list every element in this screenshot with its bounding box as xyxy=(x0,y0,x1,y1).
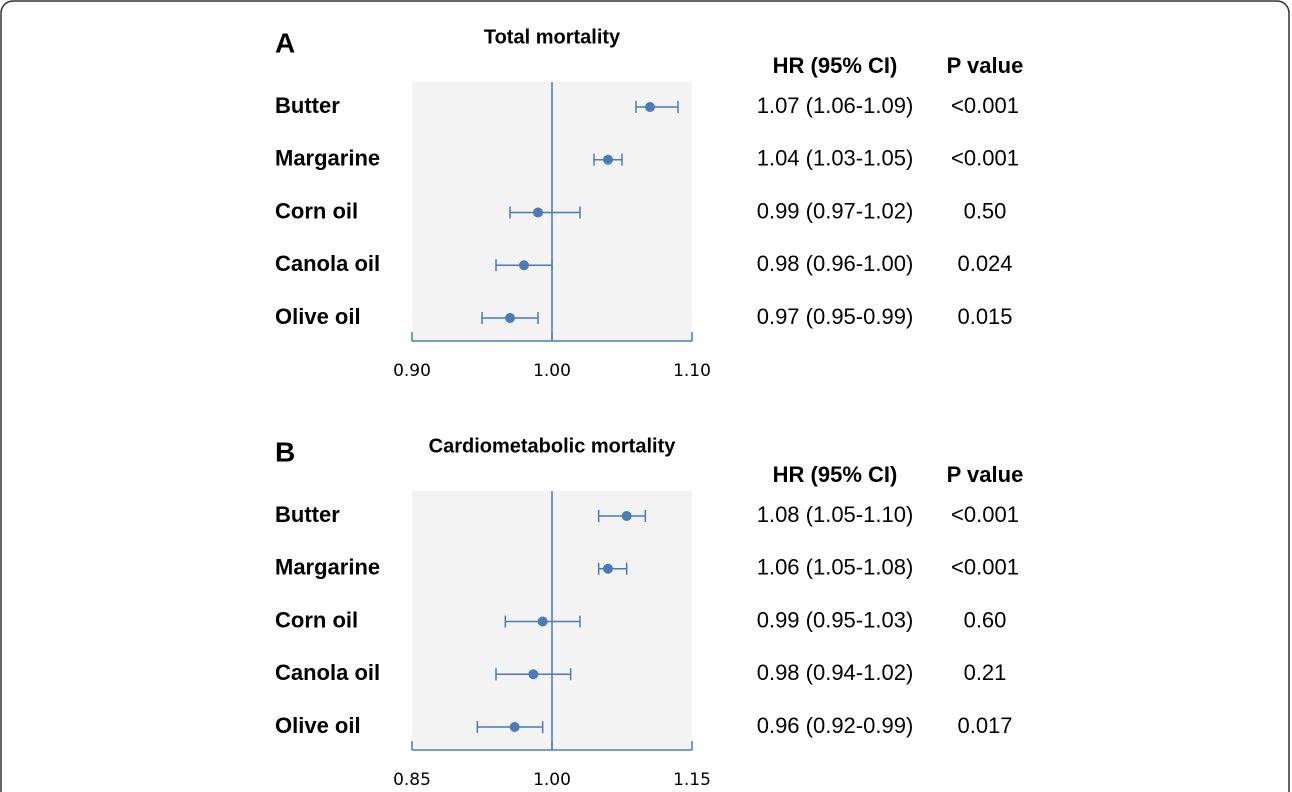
panel-letter: A xyxy=(275,27,295,58)
point xyxy=(528,669,539,680)
p-value: <0.001 xyxy=(951,93,1019,118)
point xyxy=(537,616,548,627)
panel-title: Cardiometabolic mortality xyxy=(429,435,677,457)
p-value: 0.017 xyxy=(957,713,1012,738)
column-header: P value xyxy=(947,53,1024,78)
point xyxy=(533,207,543,218)
x-tick-label: 1.15 xyxy=(673,770,711,790)
point xyxy=(505,313,515,323)
category-label: Butter xyxy=(275,93,340,118)
hr-label: 0.96 (0.92-0.99) xyxy=(757,713,914,738)
point xyxy=(621,511,632,521)
p-value: 0.60 xyxy=(964,607,1007,632)
hr-label: 1.06 (1.05-1.08) xyxy=(757,555,914,580)
hr-label: 0.97 (0.95-0.99) xyxy=(757,304,914,329)
hr-label: 0.98 (0.96-1.00) xyxy=(757,251,914,276)
point xyxy=(603,154,613,165)
category-label: Butter xyxy=(275,502,340,527)
hr-label: 1.08 (1.05-1.10) xyxy=(757,502,914,527)
hr-label: 0.99 (0.95-1.03) xyxy=(757,607,914,632)
p-value: 0.21 xyxy=(964,660,1007,685)
hr-label: 0.99 (0.97-1.02) xyxy=(757,198,914,223)
x-tick-label: 1.00 xyxy=(533,770,571,790)
p-value: 0.024 xyxy=(957,251,1012,276)
p-value: <0.001 xyxy=(951,146,1019,171)
hr-label: 1.04 (1.03-1.05) xyxy=(757,146,914,171)
point xyxy=(603,563,613,574)
hr-label: 1.07 (1.06-1.09) xyxy=(757,93,914,118)
point xyxy=(645,102,655,112)
column-header: HR (95% CI) xyxy=(773,462,898,487)
point xyxy=(509,722,520,732)
category-label: Margarine xyxy=(275,146,380,171)
category-label: Olive oil xyxy=(275,304,361,329)
category-label: Canola oil xyxy=(275,660,380,685)
x-tick-label: 0.85 xyxy=(393,770,431,790)
column-header: P value xyxy=(947,462,1024,487)
p-value: 0.015 xyxy=(957,304,1012,329)
x-tick-label: 1.00 xyxy=(533,361,571,381)
column-header: HR (95% CI) xyxy=(773,53,898,78)
category-label: Corn oil xyxy=(275,198,358,223)
category-label: Margarine xyxy=(275,555,380,580)
p-value: <0.001 xyxy=(951,555,1019,580)
category-label: Corn oil xyxy=(275,607,358,632)
category-label: Olive oil xyxy=(275,713,361,738)
panel-title: Total mortality xyxy=(484,26,621,48)
point xyxy=(519,260,529,271)
panel-letter: B xyxy=(275,436,295,467)
p-value: 0.50 xyxy=(964,198,1007,223)
hr-label: 0.98 (0.94-1.02) xyxy=(757,660,914,685)
p-value: <0.001 xyxy=(951,502,1019,527)
x-tick-label: 0.90 xyxy=(393,361,431,381)
x-tick-label: 1.10 xyxy=(673,361,711,381)
category-label: Canola oil xyxy=(275,251,380,276)
